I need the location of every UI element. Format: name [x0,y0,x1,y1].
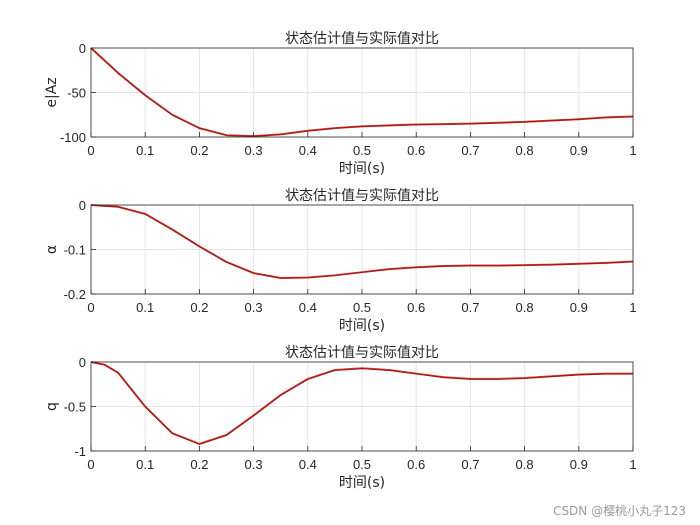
subplot-1: 0 0.1 0.2 0.3 0.4 0.5 0.6 0.7 0.8 0.9 1 0 -50 -100 状态估… [44,31,637,177]
subplot-2: 0 0.1 0.2 0.3 0.4 0.5 0.6 0.7 0.8 0.9 1 0 -0.1 -0.2 状态… [44,188,637,334]
watermark-text: CSDN @樱桃小丸子123 [553,504,686,518]
series-line-2 [90,361,633,445]
x-tick-label: 0 [87,143,94,158]
chart-title: 状态估计值与实际值对比 [285,345,439,361]
x-tick-label: 0 [87,457,94,472]
y-axis-label: α [44,245,60,254]
chart-title: 状态估计值与实际值对比 [285,31,439,47]
x-tick-label: 0.9 [570,300,588,315]
x-tick-label: 0.2 [190,457,208,472]
y-tick-label: -1 [74,444,86,459]
y-tick-label: -0.1 [64,243,86,258]
x-tick-label: 0.6 [407,300,425,315]
x-tick-label: 0.7 [461,143,479,158]
x-tick-label: 0.9 [570,143,588,158]
chart-title: 状态估计值与实际值对比 [285,188,439,204]
y-axis-label: q [44,402,60,411]
x-axis-label: 时间(s) [339,161,385,177]
x-tick-label: 0.9 [570,457,588,472]
x-tick-label: 0.6 [407,143,425,158]
x-tick-label: 0.3 [245,143,263,158]
x-tick-label: 0.5 [353,300,371,315]
x-tick-label: 0.2 [190,300,208,315]
x-tick-label: 0.5 [353,457,371,472]
x-tick-label: 1 [629,457,636,472]
x-axis-label: 时间(s) [339,475,385,491]
x-tick-label: 1 [629,300,636,315]
x-tick-label: 0.6 [407,457,425,472]
x-tick-label: 0.1 [136,143,154,158]
y-tick-label: 0 [79,198,86,213]
x-tick-label: 0.4 [299,457,317,472]
x-tick-label: 0.8 [516,300,534,315]
x-tick-label: 0.3 [245,300,263,315]
series-line-2 [90,47,634,137]
y-tick-label: -0.2 [64,287,86,302]
x-tick-label: 0.5 [353,143,371,158]
x-tick-label: 0.8 [516,457,534,472]
x-tick-label: 0.1 [136,300,154,315]
x-axis-label: 时间(s) [339,318,385,334]
x-tick-label: 0 [87,300,94,315]
y-tick-label: 0 [79,355,86,370]
x-tick-label: 0.7 [461,300,479,315]
x-tick-label: 0.3 [245,457,263,472]
y-tick-label: -100 [60,130,86,145]
x-tick-label: 0.8 [516,143,534,158]
series-line-2 [90,204,634,279]
y-tick-label: -0.5 [64,400,86,415]
y-tick-label: -50 [67,86,86,101]
x-tick-label: 0.4 [299,300,317,315]
x-tick-label: 0.4 [299,143,317,158]
y-axis-label: e|Az [44,77,60,107]
subplot-3: 0 0.1 0.2 0.3 0.4 0.5 0.6 0.7 0.8 0.9 1 0 -0.5 -1 状态估计… [44,345,637,491]
x-tick-label: 0.7 [461,457,479,472]
x-tick-label: 0.2 [190,143,208,158]
y-tick-label: 0 [79,41,86,56]
x-tick-label: 0.1 [136,457,154,472]
x-tick-label: 1 [629,143,636,158]
